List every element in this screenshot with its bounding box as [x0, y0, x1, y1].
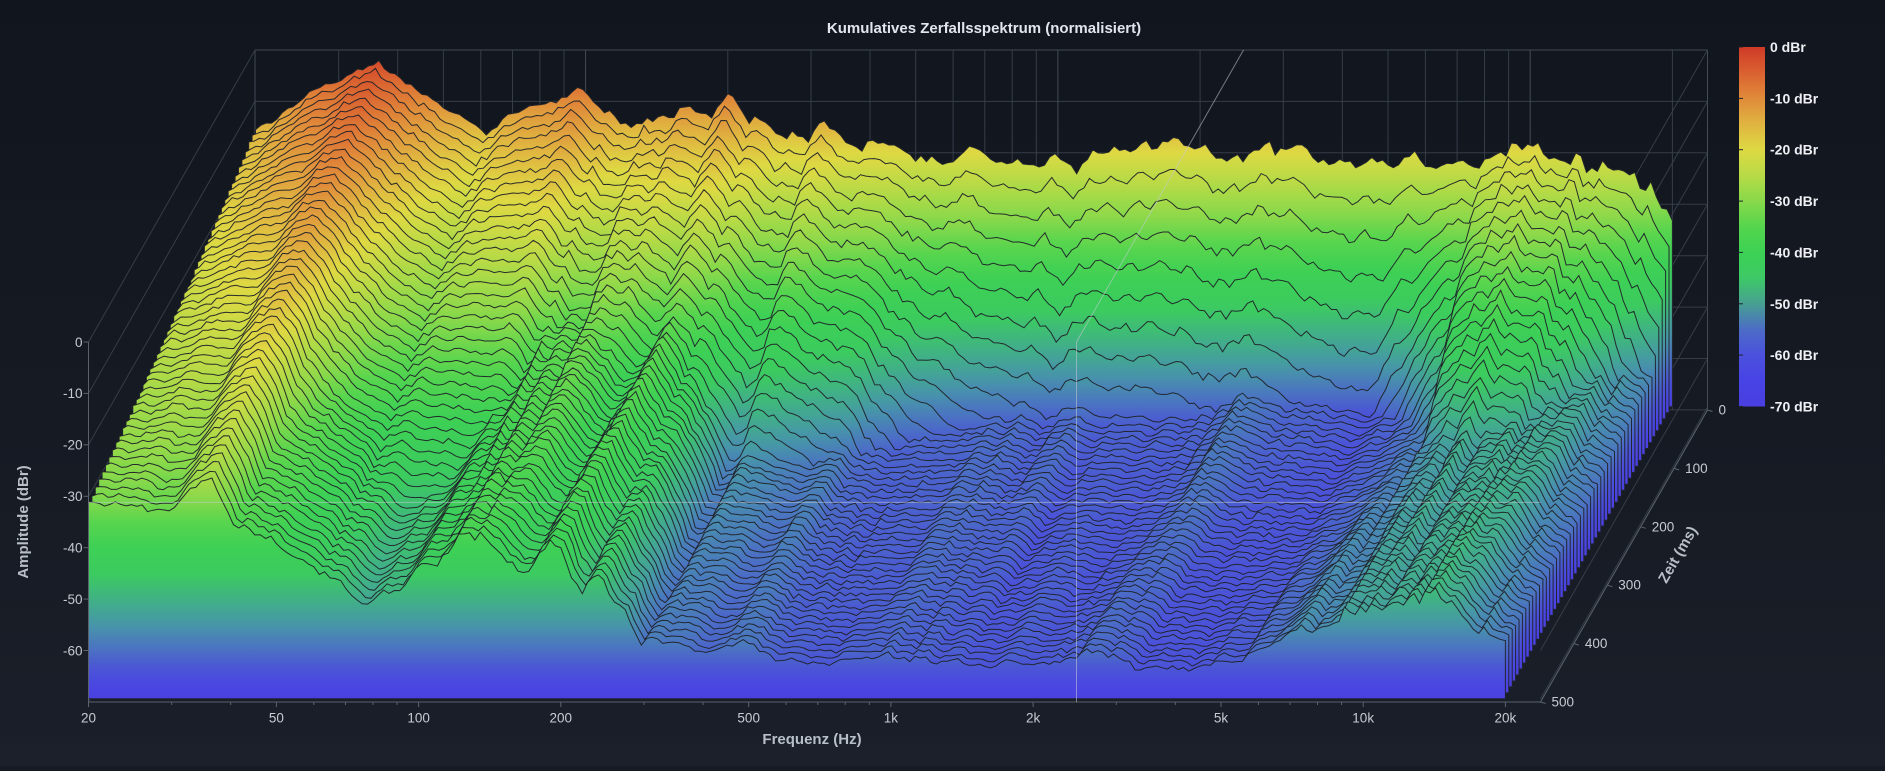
svg-text:-20: -20 [63, 438, 83, 453]
svg-text:20: 20 [81, 711, 96, 726]
svg-text:50: 50 [269, 711, 284, 726]
svg-text:100: 100 [407, 711, 430, 726]
svg-text:400: 400 [1585, 636, 1608, 651]
svg-text:500: 500 [737, 711, 760, 726]
svg-text:5k: 5k [1214, 711, 1229, 726]
svg-text:1k: 1k [884, 711, 899, 726]
svg-text:-10 dBr: -10 dBr [1770, 90, 1819, 106]
svg-text:Frequenz (Hz): Frequenz (Hz) [762, 731, 861, 748]
svg-text:-30 dBr: -30 dBr [1770, 193, 1819, 209]
svg-text:Amplitude (dBr): Amplitude (dBr) [15, 465, 32, 578]
svg-text:-70 dBr: -70 dBr [1770, 399, 1819, 415]
svg-text:-50: -50 [63, 592, 83, 607]
svg-text:-60: -60 [63, 643, 83, 658]
svg-text:-60 dBr: -60 dBr [1770, 347, 1819, 363]
svg-text:300: 300 [1618, 578, 1641, 593]
svg-text:-40: -40 [63, 541, 83, 556]
svg-text:Kumulatives Zerfallsspektrum (: Kumulatives Zerfallsspektrum (normalisie… [827, 20, 1141, 37]
svg-text:-10: -10 [63, 386, 83, 401]
svg-text:100: 100 [1685, 461, 1708, 476]
svg-text:-50 dBr: -50 dBr [1770, 296, 1819, 312]
svg-text:20k: 20k [1495, 711, 1517, 726]
svg-text:-40 dBr: -40 dBr [1770, 244, 1819, 260]
svg-text:10k: 10k [1352, 711, 1374, 726]
svg-text:200: 200 [1652, 519, 1675, 534]
svg-text:0 dBr: 0 dBr [1770, 39, 1806, 55]
svg-text:0: 0 [1719, 403, 1727, 418]
svg-text:200: 200 [550, 711, 573, 726]
svg-text:-20 dBr: -20 dBr [1770, 142, 1819, 158]
svg-text:0: 0 [75, 335, 83, 350]
svg-text:-30: -30 [63, 489, 83, 504]
svg-text:2k: 2k [1026, 711, 1041, 726]
svg-text:500: 500 [1552, 695, 1575, 710]
